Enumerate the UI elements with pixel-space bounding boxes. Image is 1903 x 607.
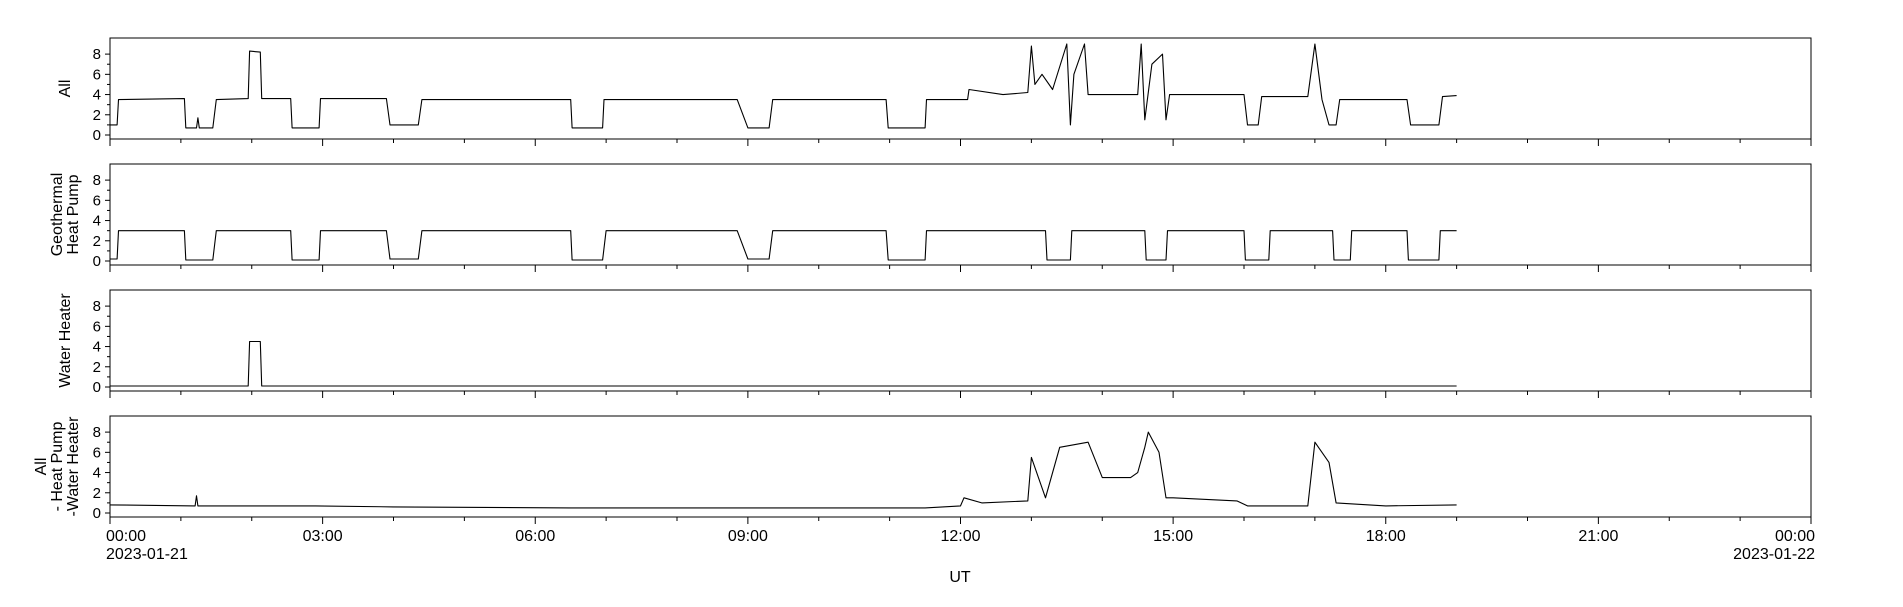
- y-axis-label-line: All: [33, 458, 50, 476]
- y-axis-label-line: Geothermal: [49, 173, 66, 257]
- x-end-date-label: 2023-01-22: [1733, 546, 1815, 563]
- y-tick-label: 6: [93, 318, 101, 335]
- panel-frame: [109, 289, 1812, 392]
- y-tick-label: 2: [93, 359, 101, 376]
- y-axis: 0 2 4 6 8: [93, 46, 110, 144]
- y-axis-label-line: Heat Pump: [65, 174, 82, 254]
- y-axis-label-all: All: [57, 80, 74, 98]
- series-trace-water-heater: [110, 340, 1457, 387]
- y-tick-label: 8: [93, 46, 101, 63]
- series-trace-all-minus-heat-pump-minus-water-heater: [109, 431, 1457, 509]
- y-tick-label: 2: [93, 233, 101, 250]
- panel-all: 0 2 4 6 8 All: [57, 37, 1812, 146]
- x-tick-label: 18:00: [1366, 528, 1406, 545]
- x-axis-tick-labels: 00:00 03:00 06:00 09:00 12:00 15:00 18:00 21:00…: [106, 528, 1815, 563]
- y-axis-label-water-heater: Water Heater: [57, 293, 74, 388]
- x-tick-label: 21:00: [1578, 528, 1618, 545]
- y-axis-label-line: Water Heater: [57, 293, 74, 388]
- y-axis-label-geothermal-heat-pump: GeothermalHeat Pump: [49, 173, 82, 257]
- x-tick-label: 03:00: [303, 528, 343, 545]
- y-tick-label: 0: [93, 505, 101, 522]
- x-start-date-label: 2023-01-21: [106, 546, 188, 563]
- y-axis-label-all-minus-heat-pump-minus-water-heater: All- Heat Pump-Water Heater: [33, 416, 82, 517]
- y-axis-label-line: All: [57, 80, 74, 98]
- x-axis-ticks: [109, 265, 1812, 272]
- y-tick-label: 0: [93, 253, 101, 270]
- y-tick-label: 6: [93, 66, 101, 83]
- panel-water-heater: 0 2 4 6 8 Water Heater: [57, 289, 1812, 398]
- x-tick-label: 06:00: [515, 528, 555, 545]
- x-tick-label: 00:00: [1775, 528, 1815, 545]
- panel-geothermal-heat-pump: 0 2 4 6 8 GeothermalHeat Pump: [49, 163, 1812, 272]
- y-tick-label: 4: [93, 339, 101, 356]
- y-tick-label: 8: [93, 298, 101, 315]
- series-trace-all: [110, 43, 1457, 129]
- y-tick-label: 2: [93, 107, 101, 124]
- y-tick-label: 4: [93, 87, 101, 104]
- y-axis-label-line: -Water Heater: [65, 416, 82, 517]
- y-axis: 0 2 4 6 8: [93, 172, 110, 270]
- x-tick-label: 12:00: [940, 528, 980, 545]
- y-tick-label: 2: [93, 485, 101, 502]
- y-axis: 0 2 4 6 8: [93, 424, 110, 522]
- y-tick-label: 8: [93, 172, 101, 189]
- x-tick-label: 15:00: [1153, 528, 1193, 545]
- panel-frame: [109, 37, 1812, 140]
- y-tick-label: 0: [93, 127, 101, 144]
- series-trace-geothermal-heat-pump: [110, 230, 1457, 261]
- y-axis: 0 2 4 6 8: [93, 298, 110, 396]
- y-axis-label-line: - Heat Pump: [49, 421, 66, 511]
- x-tick-label: 09:00: [728, 528, 768, 545]
- y-tick-label: 6: [93, 192, 101, 209]
- x-axis-ticks: [109, 391, 1812, 398]
- y-tick-label: 0: [93, 379, 101, 396]
- x-axis-label: UT: [949, 569, 971, 586]
- x-tick-label: 00:00: [106, 528, 146, 545]
- y-tick-label: 4: [93, 213, 101, 230]
- y-tick-label: 8: [93, 424, 101, 441]
- y-tick-label: 6: [93, 444, 101, 461]
- panel-all-minus-heat-pump-minus-water-heater: 0 2 4 6 8 All- Heat Pump-Water Heater: [33, 415, 1812, 524]
- x-axis-ticks: [109, 517, 1812, 524]
- panel-frame: [109, 415, 1812, 518]
- y-tick-label: 4: [93, 465, 101, 482]
- panel-frame: [109, 163, 1812, 266]
- x-axis-ticks: [109, 139, 1812, 146]
